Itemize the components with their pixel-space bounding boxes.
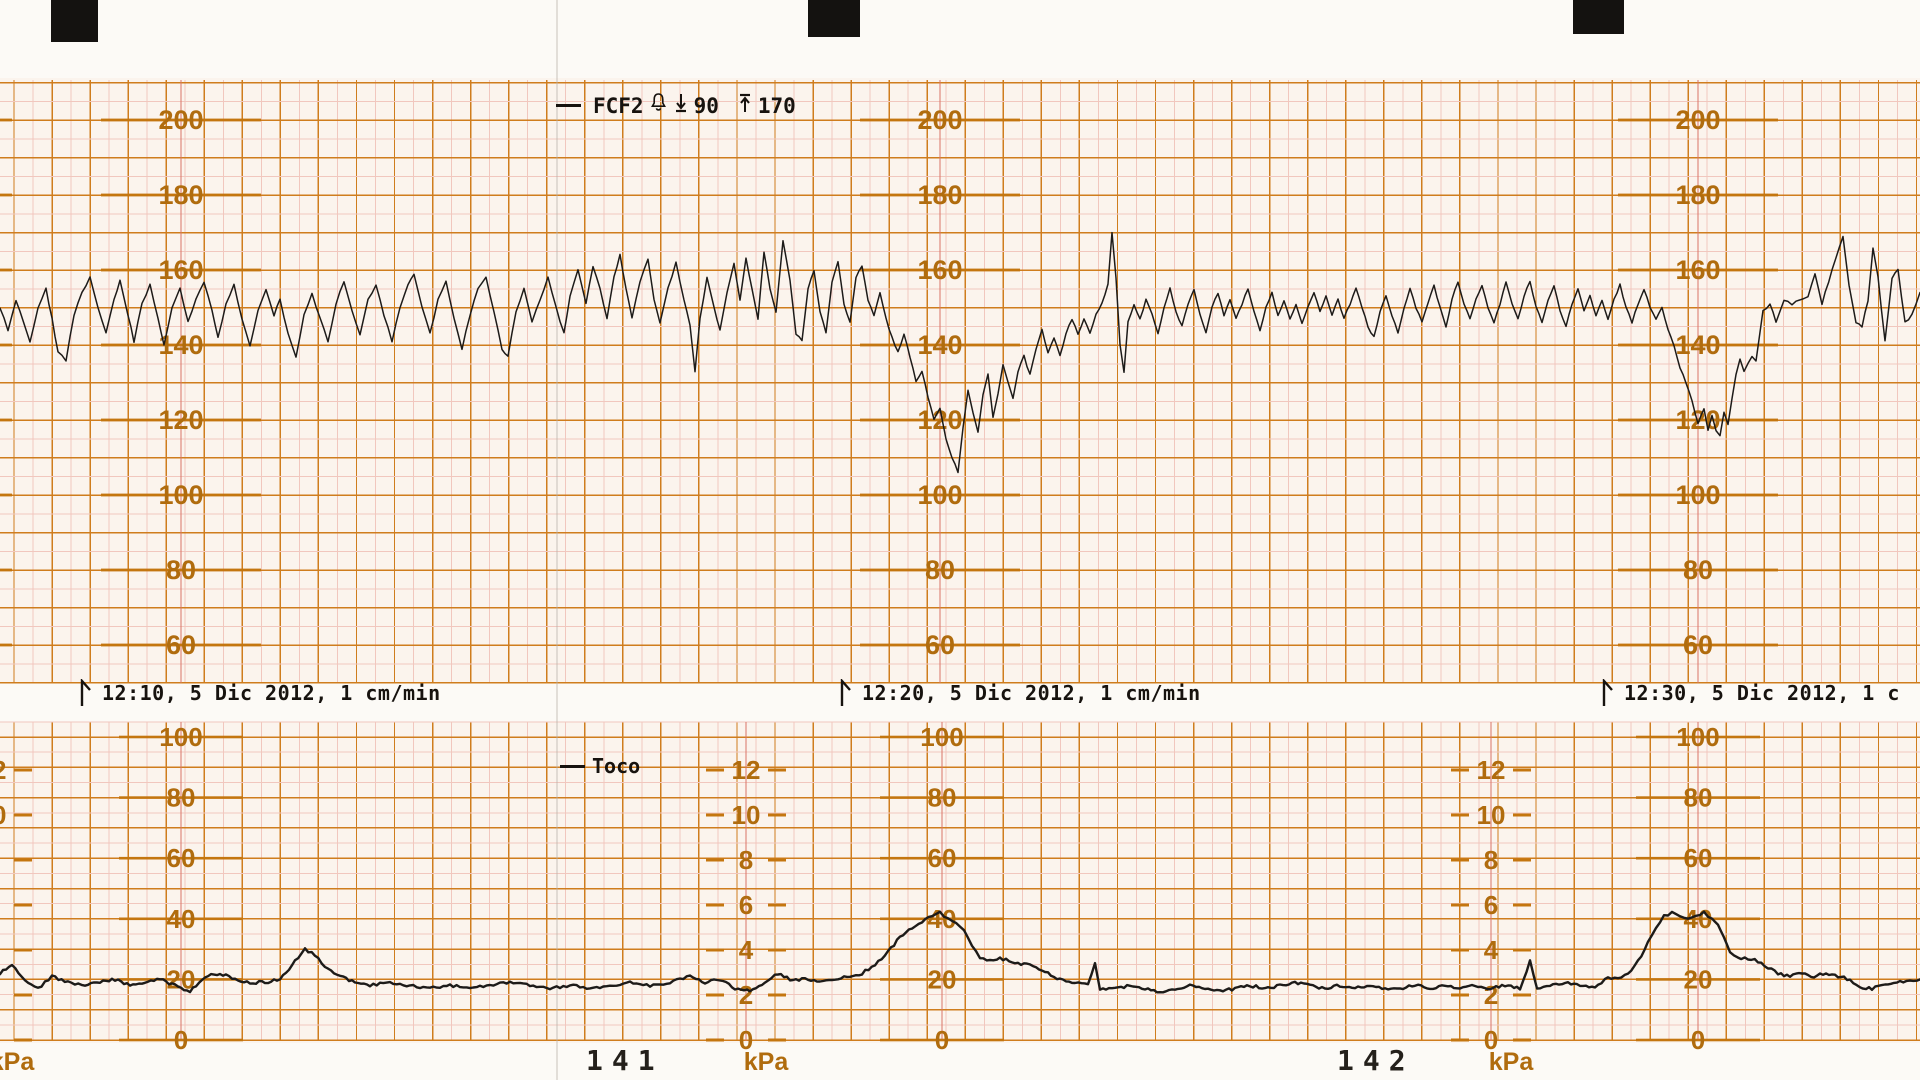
svg-text:100: 100: [920, 722, 963, 752]
svg-text:140: 140: [1675, 330, 1720, 360]
timestamp-label: 12:20, 5 Dic 2012, 1 cm/min: [862, 681, 1201, 705]
alarm-low-value: 90: [693, 93, 719, 118]
svg-text:60: 60: [1683, 630, 1713, 660]
svg-text:10: 10: [1477, 800, 1506, 830]
page-number-141: 141: [586, 1044, 664, 1077]
svg-text:180: 180: [917, 180, 962, 210]
timestamp-2: 12:20, 5 Dic 2012, 1 cm/min: [840, 678, 1201, 708]
svg-text:8: 8: [1484, 845, 1498, 875]
svg-text:12: 12: [1477, 755, 1506, 785]
registration-mark: [1573, 0, 1624, 34]
svg-text:0: 0: [1484, 1025, 1498, 1055]
svg-text:80: 80: [166, 555, 196, 585]
svg-text:60: 60: [1684, 843, 1713, 873]
svg-text:20: 20: [1684, 964, 1713, 994]
svg-text:160: 160: [158, 255, 203, 285]
svg-text:140: 140: [917, 330, 962, 360]
svg-text:0: 0: [739, 1025, 753, 1055]
fhr-trace-legend-dash: [556, 104, 581, 107]
svg-text:60: 60: [167, 843, 196, 873]
event-arrow-icon: [1602, 679, 1613, 706]
svg-text:80: 80: [928, 783, 957, 813]
svg-text:100: 100: [159, 722, 202, 752]
svg-text:2: 2: [1484, 980, 1498, 1010]
svg-text:40: 40: [928, 904, 957, 934]
svg-text:120: 120: [158, 405, 203, 435]
event-arrow-icon: [80, 679, 91, 706]
svg-text:12: 12: [0, 755, 6, 785]
svg-text:180: 180: [1675, 180, 1720, 210]
timestamp-label: 12:10, 5 Dic 2012, 1 cm/min: [102, 681, 441, 705]
svg-text:8: 8: [739, 845, 753, 875]
registration-mark: [51, 0, 98, 42]
svg-text:60: 60: [166, 630, 196, 660]
svg-text:80: 80: [167, 783, 196, 813]
svg-text:60: 60: [925, 630, 955, 660]
registration-mark: [808, 0, 860, 37]
svg-text:60: 60: [928, 843, 957, 873]
svg-text:200: 200: [158, 105, 203, 135]
svg-text:140: 140: [158, 330, 203, 360]
svg-text:80: 80: [925, 555, 955, 585]
svg-text:80: 80: [1683, 555, 1713, 585]
svg-text:0: 0: [1691, 1025, 1705, 1055]
toco-legend: Toco: [560, 754, 640, 778]
svg-text:0: 0: [935, 1025, 949, 1055]
svg-text:6: 6: [739, 890, 753, 920]
svg-text:10: 10: [0, 800, 6, 830]
svg-text:160: 160: [917, 255, 962, 285]
svg-text:200: 200: [1675, 105, 1720, 135]
alarm-low-arrow-icon: [673, 92, 689, 119]
svg-text:12: 12: [732, 755, 761, 785]
event-arrow-icon: [840, 679, 851, 706]
svg-text:20: 20: [928, 964, 957, 994]
svg-text:180: 180: [158, 180, 203, 210]
svg-text:100: 100: [1675, 480, 1720, 510]
svg-text:4: 4: [739, 935, 754, 965]
svg-text:100: 100: [917, 480, 962, 510]
alarm-high-arrow-icon: [737, 92, 753, 119]
svg-text:0: 0: [174, 1025, 188, 1055]
fhr-series-label: FCF2: [593, 93, 644, 118]
svg-text:10: 10: [732, 800, 761, 830]
page-number-142: 142: [1337, 1044, 1415, 1077]
svg-text:40: 40: [167, 904, 196, 934]
timestamp-3: 12:30, 5 Dic 2012, 1 c: [1602, 678, 1900, 708]
svg-text:200: 200: [917, 105, 962, 135]
svg-text:100: 100: [1676, 722, 1719, 752]
svg-text:80: 80: [1684, 783, 1713, 813]
svg-text:kPa: kPa: [744, 1048, 790, 1076]
svg-text:2: 2: [739, 980, 753, 1010]
timestamp-1: 12:10, 5 Dic 2012, 1 cm/min: [80, 678, 441, 708]
svg-text:100: 100: [158, 480, 203, 510]
alarm-bell-icon: [649, 92, 668, 119]
toco-series-label: Toco: [592, 754, 641, 778]
alarm-high-value: 170: [757, 93, 796, 118]
svg-text:160: 160: [1675, 255, 1720, 285]
svg-text:6: 6: [1484, 890, 1498, 920]
timestamp-label: 12:30, 5 Dic 2012, 1 c: [1624, 681, 1900, 705]
svg-text:kPa: kPa: [0, 1048, 35, 1076]
svg-text:kPa: kPa: [1489, 1048, 1535, 1076]
toco-trace-legend-dash: [560, 764, 585, 768]
fhr-legend: FCF2 90 170: [556, 92, 796, 119]
svg-text:4: 4: [1484, 935, 1499, 965]
